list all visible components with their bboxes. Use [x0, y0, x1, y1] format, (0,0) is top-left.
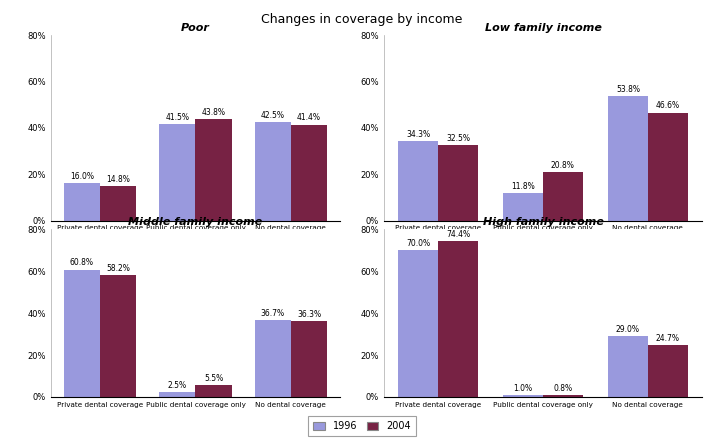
Bar	[648, 112, 688, 220]
Text: 58.2%: 58.2%	[106, 264, 130, 273]
Title: Middle family income: Middle family income	[128, 217, 263, 227]
Legend: 1996, 2004: 1996, 2004	[308, 416, 416, 436]
Text: 16.0%: 16.0%	[70, 172, 94, 181]
Bar	[64, 269, 100, 397]
Title: Low family income: Low family income	[484, 23, 602, 33]
Text: 0.8%: 0.8%	[553, 384, 573, 393]
Bar	[255, 122, 291, 220]
Bar	[503, 193, 543, 220]
Bar	[100, 275, 136, 397]
Text: Changes in coverage by income: Changes in coverage by income	[261, 13, 463, 26]
Bar	[398, 141, 438, 220]
Text: 2.5%: 2.5%	[168, 381, 187, 389]
Bar	[438, 145, 478, 220]
Bar	[543, 172, 583, 220]
Bar	[438, 241, 478, 397]
Bar	[608, 96, 648, 220]
Bar	[648, 345, 688, 397]
Text: 74.4%: 74.4%	[446, 230, 470, 239]
Bar	[195, 119, 232, 220]
Bar	[195, 385, 232, 397]
Bar	[398, 250, 438, 397]
Bar	[159, 392, 195, 397]
Text: 20.8%: 20.8%	[551, 161, 575, 170]
Text: 14.8%: 14.8%	[106, 175, 130, 184]
Text: 5.5%: 5.5%	[204, 374, 223, 383]
Text: 41.4%: 41.4%	[297, 113, 321, 122]
Title: Poor: Poor	[181, 23, 210, 33]
Text: 70.0%: 70.0%	[406, 239, 430, 248]
Bar	[100, 186, 136, 220]
Bar	[608, 336, 648, 397]
Text: 11.8%: 11.8%	[511, 182, 535, 191]
Bar	[255, 320, 291, 397]
Text: 34.3%: 34.3%	[406, 130, 430, 139]
Text: 53.8%: 53.8%	[616, 85, 640, 93]
Text: 24.7%: 24.7%	[656, 334, 680, 343]
Bar	[543, 395, 583, 397]
Text: 43.8%: 43.8%	[201, 108, 226, 117]
Text: 32.5%: 32.5%	[446, 134, 470, 143]
Text: 1.0%: 1.0%	[513, 384, 533, 392]
Text: 41.5%: 41.5%	[165, 113, 190, 122]
Text: 42.5%: 42.5%	[261, 111, 285, 120]
Bar	[291, 321, 327, 397]
Text: 46.6%: 46.6%	[656, 101, 680, 110]
Text: 29.0%: 29.0%	[616, 325, 640, 334]
Title: High family income: High family income	[483, 217, 603, 227]
Text: 60.8%: 60.8%	[70, 258, 94, 267]
Text: 36.7%: 36.7%	[261, 309, 285, 318]
Bar	[159, 124, 195, 220]
Bar	[64, 183, 100, 220]
Bar	[503, 395, 543, 397]
Text: 36.3%: 36.3%	[297, 310, 321, 319]
Bar	[291, 125, 327, 220]
